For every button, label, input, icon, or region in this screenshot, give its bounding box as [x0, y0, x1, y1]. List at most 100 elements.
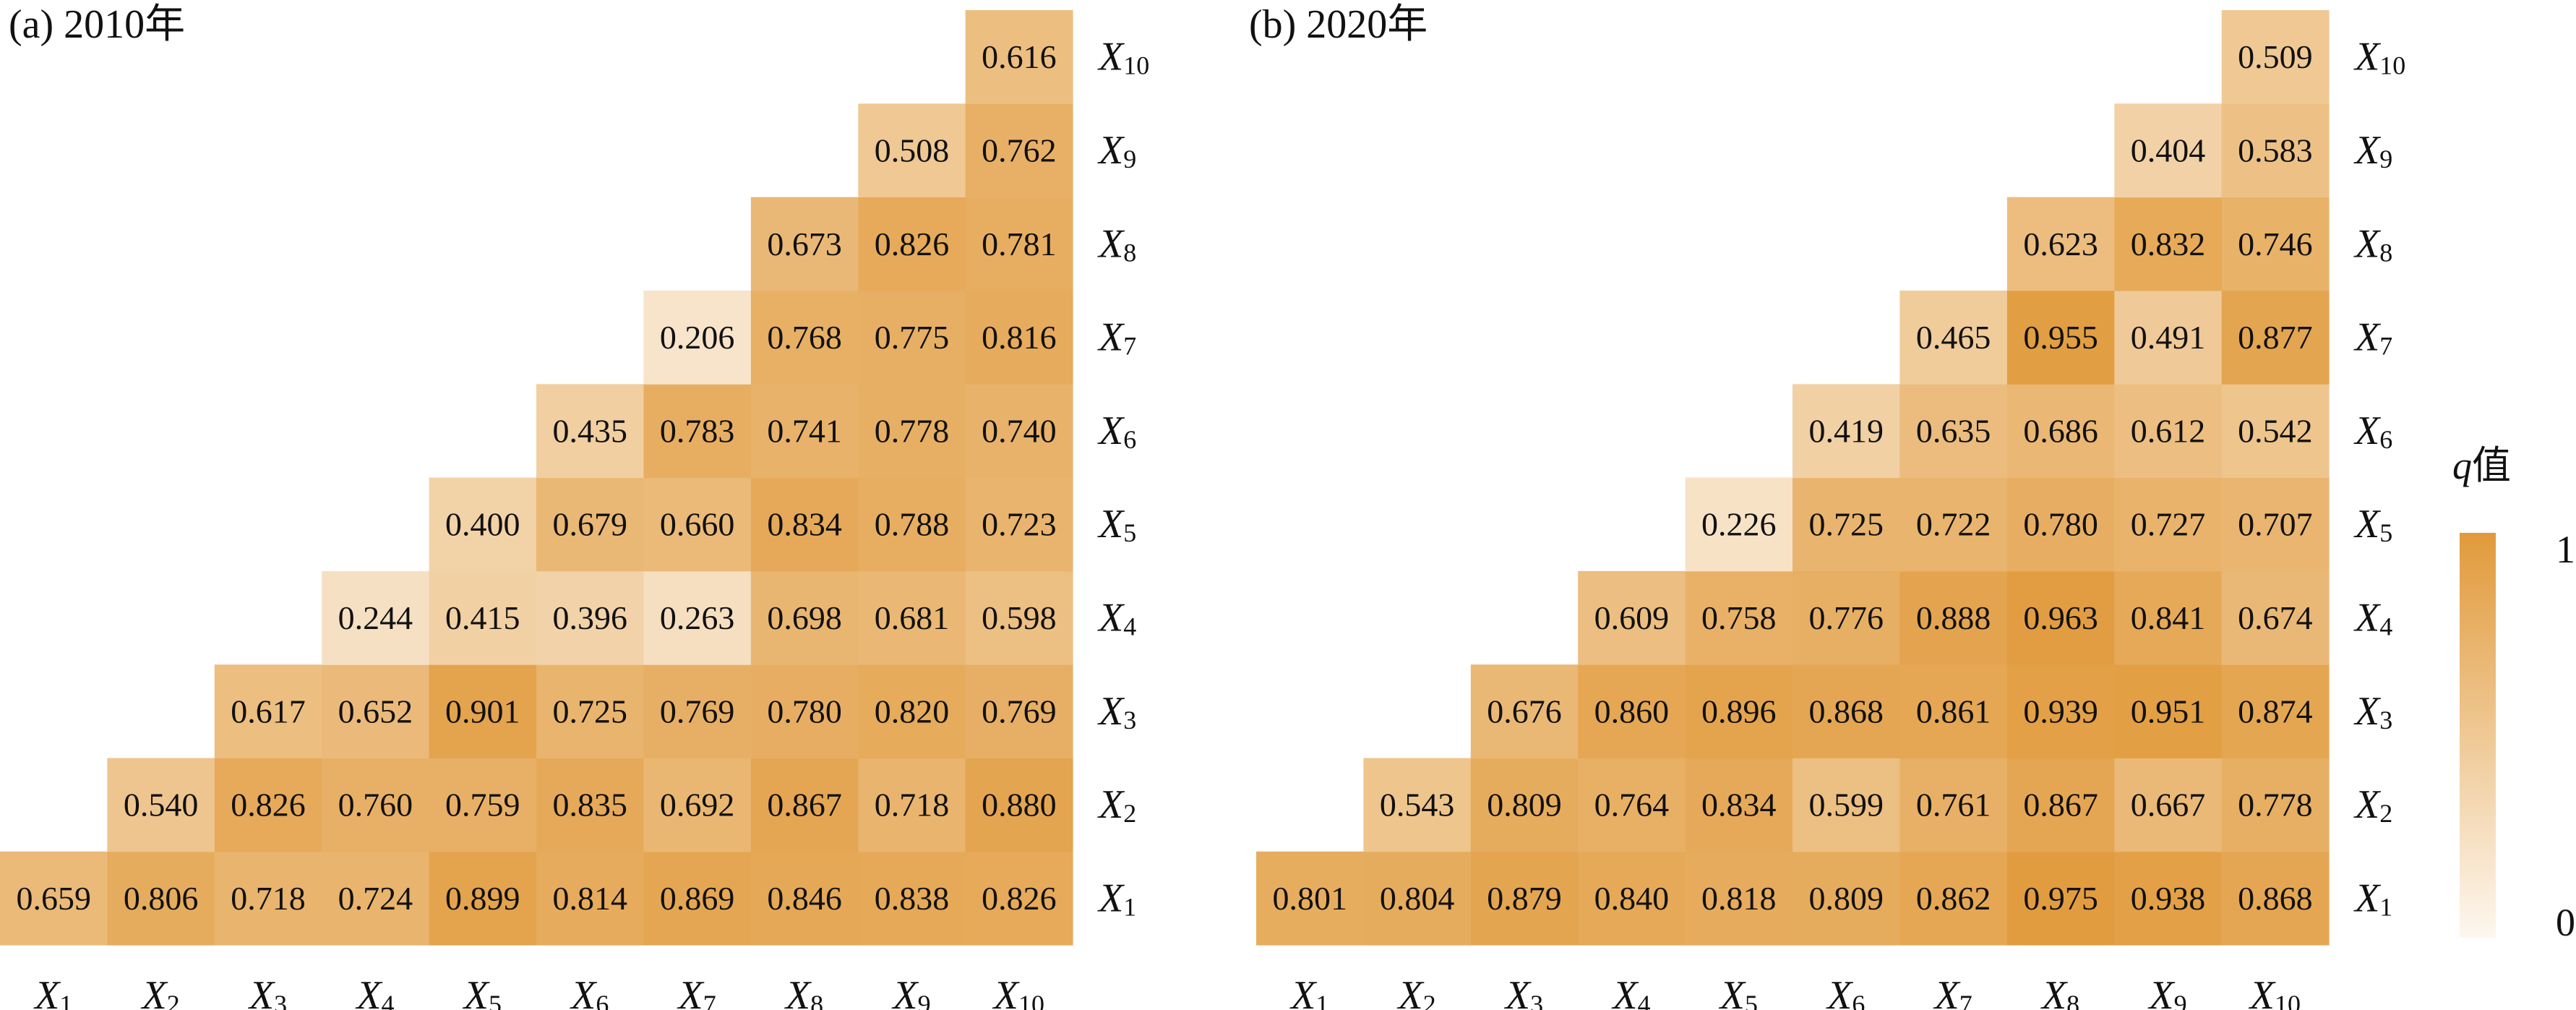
- colorbar-max-label: 1: [2556, 528, 2575, 571]
- x-axis-label-a-6-base: X: [570, 973, 598, 1010]
- colorbar-gradient: [2460, 533, 2496, 938]
- heatmap-cell-b-r5-c5: [1685, 477, 1793, 572]
- cell-value-b-r2-c10: 0.778: [2238, 787, 2313, 823]
- cell-value-b-r8-c9: 0.832: [2131, 226, 2206, 262]
- heatmap-cells-2020: 0.801 0.804 0.879 0.840 0.818 0.809 0.862 0.975…: [1256, 10, 2330, 946]
- heatmap-cell-a-r6-c6: [536, 384, 644, 479]
- cell-value-a-r9-c10: 0.762: [982, 132, 1057, 169]
- heatmap-cell-a-r2-c3: [214, 758, 322, 852]
- heatmap-cell-a-r2-c4: [322, 758, 430, 852]
- x-axis-label-a-8: X8: [784, 973, 823, 1010]
- heatmap-cell-b-r1-c10: [2221, 851, 2330, 946]
- x-axis-label-b-2-base: X: [1397, 973, 1425, 1010]
- heatmap-cell-b-r1-c3: [1470, 851, 1579, 946]
- x-axis-label-a-3-base: X: [248, 973, 276, 1010]
- heatmap-cell-a-r8-c8: [750, 197, 859, 291]
- cell-value-a-r1-c5: 0.899: [445, 880, 520, 917]
- y-axis-label-b-5-base: X: [2353, 502, 2382, 547]
- x-axis-label-a-2-subscript: 2: [167, 990, 180, 1010]
- heatmap-cell-a-r3-c3: [214, 664, 322, 758]
- y-axis-label-b-5: X5: [2353, 502, 2392, 547]
- colorbar-title-suffix: 值: [2472, 444, 2511, 487]
- heatmap-cell-a-r4-c4: [322, 570, 430, 665]
- heatmap-cell-a-r9-c10: [965, 103, 1073, 198]
- cell-value-a-r4-c9: 0.681: [875, 599, 950, 636]
- heatmap-cell-a-r4-c8: [750, 570, 859, 665]
- cell-value-a-r5-c6: 0.679: [552, 506, 627, 543]
- y-axis-label-b-7-base: X: [2353, 315, 2382, 360]
- heatmap-cell-a-r2-c7: [643, 758, 752, 852]
- heatmap-cell-a-r7-c8: [750, 290, 859, 385]
- cell-value-a-r2-c3: 0.826: [231, 787, 306, 823]
- heatmap-cell-a-r4-c5: [429, 570, 537, 665]
- cell-value-b-r1-c9: 0.938: [2131, 880, 2206, 917]
- cell-value-a-r1-c9: 0.838: [875, 880, 950, 917]
- heatmap-cell-b-r5-c8: [2006, 477, 2115, 572]
- heatmap-cell-a-r3-c7: [643, 664, 752, 758]
- cell-value-b-r2-c3: 0.809: [1487, 787, 1562, 823]
- heatmap-cell-b-r2-c4: [1578, 758, 1686, 852]
- heatmap-cell-a-r5-c9: [858, 477, 966, 572]
- heatmap-cell-a-r10-c10: [965, 10, 1073, 104]
- cell-value-a-r7-c7: 0.206: [660, 319, 735, 356]
- y-axis-label-b-8: X8: [2353, 221, 2392, 267]
- cell-value-b-r3-c8: 0.939: [2023, 693, 2098, 729]
- heatmap-cell-b-r2-c3: [1470, 758, 1579, 852]
- cell-value-a-r6-c7: 0.783: [660, 412, 735, 449]
- x-axis-label-b-2: X2: [1397, 973, 1436, 1010]
- cell-value-a-r6-c9: 0.778: [875, 412, 950, 449]
- x-axis-label-a-10-subscript: 10: [1018, 990, 1044, 1010]
- heatmap-cell-b-r2-c2: [1363, 758, 1472, 852]
- x-axis-label-b-5: X5: [1719, 973, 1758, 1010]
- heatmap-cell-b-r4-c7: [1899, 570, 2008, 665]
- cell-value-b-r9-c10: 0.583: [2238, 132, 2313, 169]
- cell-value-a-r1-c2: 0.806: [124, 880, 199, 917]
- heatmap-cell-a-r5-c5: [429, 477, 537, 572]
- heatmap-cell-b-r3-c6: [1793, 664, 1900, 758]
- heatmap-cells-2010: 0.659 0.806 0.718 0.724 0.899 0.814 0.869 0.846…: [0, 10, 1073, 946]
- x-axis-label-a-2-base: X: [141, 973, 169, 1010]
- y-axis-label-a-10: X10: [1097, 35, 1149, 80]
- y-axis-label-a-8-subscript: 8: [1123, 238, 1136, 267]
- heatmap-cell-a-r1-c6: [536, 851, 644, 946]
- heatmap-cell-a-r3-c4: [322, 664, 430, 758]
- x-axis-label-b-9: X9: [2147, 973, 2186, 1010]
- x-axis-label-b-4-subscript: 4: [1638, 990, 1651, 1010]
- x-axis-label-b-4-base: X: [1611, 973, 1639, 1010]
- cell-value-b-r3-c9: 0.951: [2131, 693, 2206, 729]
- heatmap-cell-a-r3-c5: [429, 664, 537, 758]
- cell-value-b-r1-c6: 0.809: [1808, 880, 1884, 917]
- cell-value-a-r8-c9: 0.826: [875, 226, 950, 262]
- y-axis-label-b-9-subscript: 9: [2379, 145, 2392, 174]
- cell-value-b-r2-c6: 0.599: [1808, 787, 1884, 823]
- heatmap-cell-a-r1-c7: [643, 851, 752, 946]
- heatmap-cell-a-r4-c7: [643, 570, 752, 665]
- cell-value-a-r2-c4: 0.760: [338, 787, 413, 823]
- heatmap-cell-b-r1-c7: [1899, 851, 2008, 946]
- x-axis-label-a-2: X2: [141, 973, 180, 1010]
- heatmap-cell-b-r4-c4: [1578, 570, 1686, 665]
- y-axis-label-a-4: X4: [1097, 596, 1136, 641]
- x-axis-label-b-10: X10: [2249, 973, 2301, 1010]
- x-axis-label-b-1-base: X: [1289, 973, 1318, 1010]
- cell-value-b-r4-c7: 0.888: [1916, 599, 1991, 636]
- heatmap-cell-a-r6-c8: [750, 384, 859, 479]
- cell-value-b-r4-c6: 0.776: [1808, 599, 1884, 636]
- y-axis-label-b-8-base: X: [2353, 221, 2382, 266]
- y-axis-label-a-8: X8: [1097, 221, 1136, 267]
- cell-value-b-r7-c8: 0.955: [2023, 319, 2098, 356]
- y-axis-label-a-3-base: X: [1097, 689, 1125, 734]
- heatmap-cell-a-r3-c10: [965, 664, 1073, 758]
- heatmap-cell-a-r8-c10: [965, 197, 1073, 291]
- x-axis-label-b-10-subscript: 10: [2275, 990, 2301, 1010]
- y-axis-label-a-2: X2: [1097, 782, 1136, 828]
- cell-value-b-r1-c1: 0.801: [1272, 880, 1347, 917]
- heatmap-cell-a-r4-c9: [858, 570, 966, 665]
- cell-value-b-r8-c10: 0.746: [2238, 226, 2313, 262]
- x-axis-label-a-9-base: X: [891, 973, 919, 1010]
- x-axis-label-a-10-base: X: [992, 973, 1021, 1010]
- cell-value-b-r7-c9: 0.491: [2131, 319, 2206, 356]
- y-axis-label-a-4-subscript: 4: [1123, 612, 1136, 641]
- x-axis-label-a-7: X7: [677, 973, 716, 1010]
- cell-value-b-r6-c7: 0.635: [1916, 412, 1991, 449]
